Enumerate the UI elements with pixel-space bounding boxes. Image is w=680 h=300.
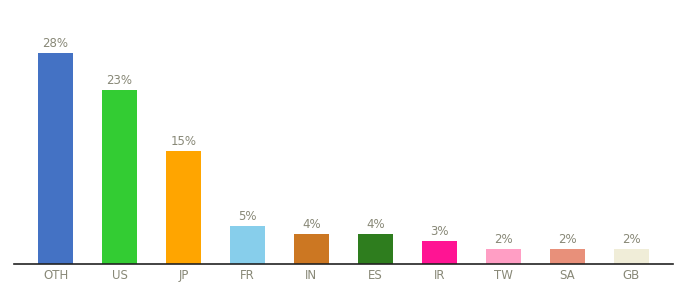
Text: 15%: 15% (171, 135, 197, 148)
Text: 2%: 2% (622, 233, 641, 246)
Bar (38, 53, 73, 264)
Bar (102, 91, 137, 264)
Text: 2%: 2% (494, 233, 513, 246)
Text: 3%: 3% (430, 225, 449, 238)
Bar (230, 226, 265, 264)
Bar (486, 249, 521, 264)
Bar (294, 234, 329, 264)
Text: 2%: 2% (558, 233, 577, 246)
Bar (549, 249, 585, 264)
Bar (358, 234, 393, 264)
Text: 5%: 5% (238, 210, 257, 223)
Text: 4%: 4% (366, 218, 385, 231)
Text: 28%: 28% (43, 37, 69, 50)
Bar (166, 151, 201, 264)
Text: 4%: 4% (302, 218, 321, 231)
Text: 23%: 23% (107, 74, 133, 87)
Bar (422, 242, 457, 264)
Bar (613, 249, 649, 264)
